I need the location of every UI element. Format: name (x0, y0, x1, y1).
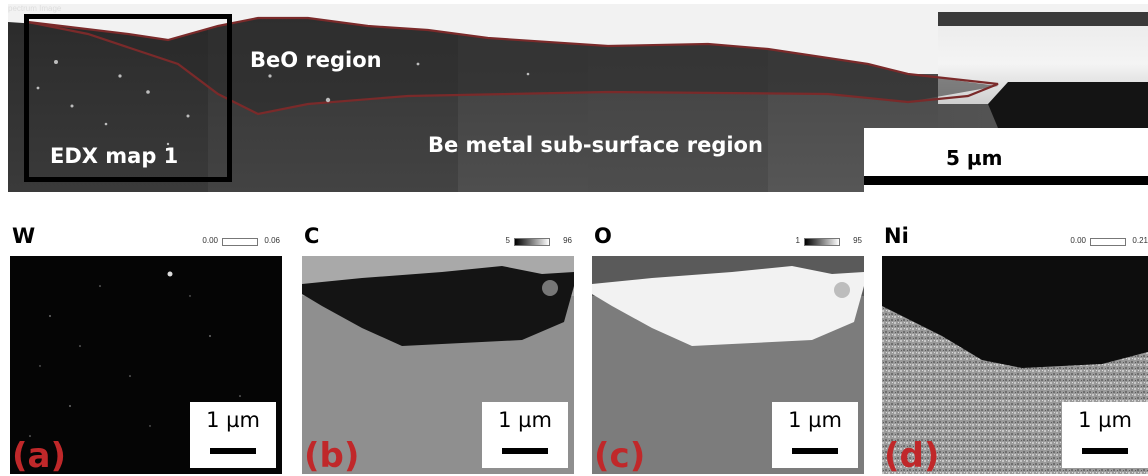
o-map: 1 µm (592, 256, 864, 474)
colorbar: 1 95 (762, 236, 862, 246)
beo-region-outline (27, 16, 999, 116)
colorbar-min: 1 (795, 236, 800, 245)
o-scale-bar: 1 µm (772, 402, 858, 468)
sem-dark-corner (988, 82, 1148, 128)
sem-overlay (8, 4, 1148, 146)
panel-letter: (c) (594, 436, 646, 476)
panel-letter: (b) (304, 436, 360, 476)
edx-panel-w: W 0.00 0.06 1 µm (a) (10, 222, 288, 476)
colorbar-max: 96 (563, 236, 572, 245)
w-map-specks (29, 271, 241, 437)
sem-image: pectrum Image EDX map 1 BeO region Be me… (8, 4, 1148, 192)
panel-letter: (a) (12, 436, 67, 476)
colorbar-gradient (804, 238, 840, 246)
colorbar-gradient (222, 238, 258, 246)
panel-letter: (d) (884, 436, 940, 476)
c-scale-bar: 1 µm (482, 402, 568, 468)
sem-scale-label: 5 µm (946, 146, 1003, 170)
sem-surface-band (8, 4, 1148, 74)
scale-line (210, 448, 256, 454)
w-scale-bar: 1 µm (190, 402, 276, 468)
scale-line (1082, 448, 1128, 454)
o-map-shapes (592, 256, 864, 346)
scale-label: 1 µm (498, 408, 552, 432)
colorbar-gradient (514, 238, 550, 246)
edx-panel-o: O 1 95 1 µm (c) (592, 222, 870, 476)
edx-map-box (24, 14, 232, 182)
colorbar-min: 0.00 (202, 236, 218, 245)
beo-region-shade (28, 18, 998, 114)
c-map-shapes (302, 256, 574, 346)
element-label: C (304, 224, 320, 248)
be-metal-label: Be metal sub-surface region (428, 133, 763, 157)
w-map: 1 µm (10, 256, 282, 474)
colorbar: 0.00 0.21 (1048, 236, 1148, 246)
scale-line (502, 448, 548, 454)
edx-map-label: EDX map 1 (50, 144, 179, 168)
colorbar-max: 0.06 (264, 236, 280, 245)
element-label: Ni (884, 224, 909, 248)
colorbar-max: 0.21 (1132, 236, 1148, 245)
edx-panel-ni: Ni 0.00 0.21 1 µm (d) (882, 222, 1148, 476)
sem-corner-label: pectrum Image (8, 4, 62, 13)
colorbar-min: 0.00 (1070, 236, 1086, 245)
colorbar-min: 5 (505, 236, 510, 245)
c-map: 1 µm (302, 256, 574, 474)
sem-particles (36, 60, 530, 146)
colorbar: 0.00 0.06 (180, 236, 280, 246)
colorbar-gradient (1090, 238, 1126, 246)
ni-map: 1 µm (882, 256, 1148, 474)
edx-panel-c: C 5 96 1 µm (b) (302, 222, 580, 476)
colorbar: 5 96 (472, 236, 572, 246)
sem-scale-bar: 5 µm (864, 128, 1148, 192)
scale-label: 1 µm (788, 408, 842, 432)
element-label: W (12, 224, 36, 248)
scale-label: 1 µm (206, 408, 260, 432)
beo-region-label: BeO region (250, 48, 382, 72)
colorbar-max: 95 (853, 236, 862, 245)
scale-line (792, 448, 838, 454)
sem-scale-line (864, 176, 1148, 185)
ni-scale-bar: 1 µm (1062, 402, 1148, 468)
scale-label: 1 µm (1078, 408, 1132, 432)
element-label: O (594, 224, 612, 248)
